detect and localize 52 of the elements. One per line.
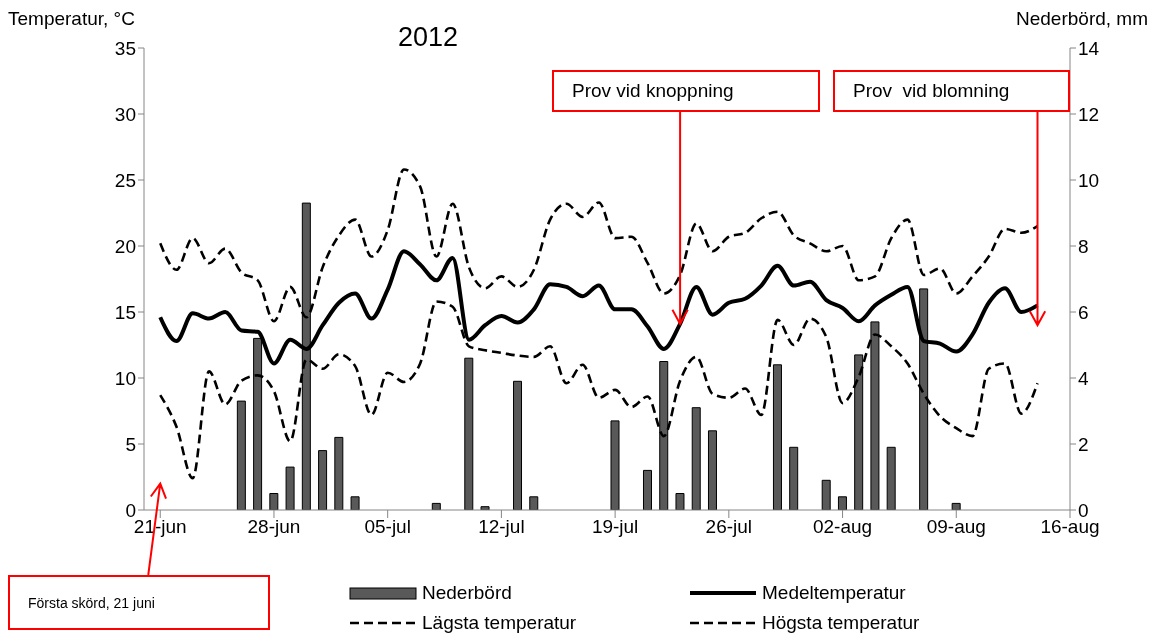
y-tick-label: 25	[114, 169, 136, 191]
y-tick-label: 30	[114, 103, 136, 125]
bar	[772, 364, 782, 510]
x-tick-label: 12-jul	[478, 516, 525, 538]
bar	[334, 436, 344, 510]
bar	[480, 506, 490, 510]
y-tick-label: 5	[125, 433, 136, 455]
y2-tick-label: 2	[1078, 433, 1089, 455]
y-tick-label: 35	[114, 37, 136, 59]
x-tick-label: 05-jul	[364, 516, 411, 538]
bar	[285, 466, 295, 510]
bar	[789, 446, 799, 510]
callout-box: Första skörd, 21 juni	[8, 575, 270, 630]
y2-axis-title: Nederbörd, mm	[1016, 8, 1148, 30]
y2-tick-label: 12	[1078, 103, 1100, 125]
y2-tick-label: 4	[1078, 367, 1089, 389]
legend-label: Nederbörd	[422, 582, 512, 604]
y2-tick-label: 6	[1078, 301, 1089, 323]
y-tick-label: 20	[114, 235, 136, 257]
x-tick-label: 09-aug	[926, 516, 986, 538]
y2-tick-label: 14	[1078, 37, 1100, 59]
bar	[513, 380, 523, 510]
bar	[529, 496, 539, 510]
callout-box: Prov vid knoppning	[552, 70, 820, 112]
bar	[886, 446, 896, 510]
bar	[675, 493, 685, 510]
legend-label: Medeltemperatur	[762, 582, 906, 604]
bar	[642, 469, 652, 510]
y-tick-label: 15	[114, 301, 136, 323]
bar	[236, 400, 246, 510]
legend-label: Högsta temperatur	[762, 612, 920, 634]
x-tick-label: 28-jun	[247, 516, 301, 538]
x-tick-label: 26-jul	[705, 516, 753, 538]
bar	[610, 420, 620, 510]
bar	[269, 493, 279, 510]
bar	[464, 357, 474, 510]
bar	[350, 496, 360, 510]
bar	[318, 450, 328, 510]
bar	[691, 407, 701, 510]
y-tick-label: 0	[125, 499, 136, 521]
bar	[821, 479, 831, 510]
y2-tick-label: 10	[1078, 169, 1100, 191]
x-tick-label: 19-jul	[591, 516, 639, 538]
y-tick-label: 10	[114, 367, 136, 389]
bar	[707, 430, 717, 510]
chart-title: 2012	[396, 22, 460, 53]
x-tick-label: 02-aug	[812, 516, 873, 538]
callout-box: Prov vid blomning	[833, 70, 1070, 112]
bar	[837, 496, 847, 510]
y2-tick-label: 8	[1078, 235, 1089, 257]
legend-label: Lägsta temperatur	[422, 612, 577, 634]
y-axis-title: Temperatur, °C	[8, 8, 135, 30]
